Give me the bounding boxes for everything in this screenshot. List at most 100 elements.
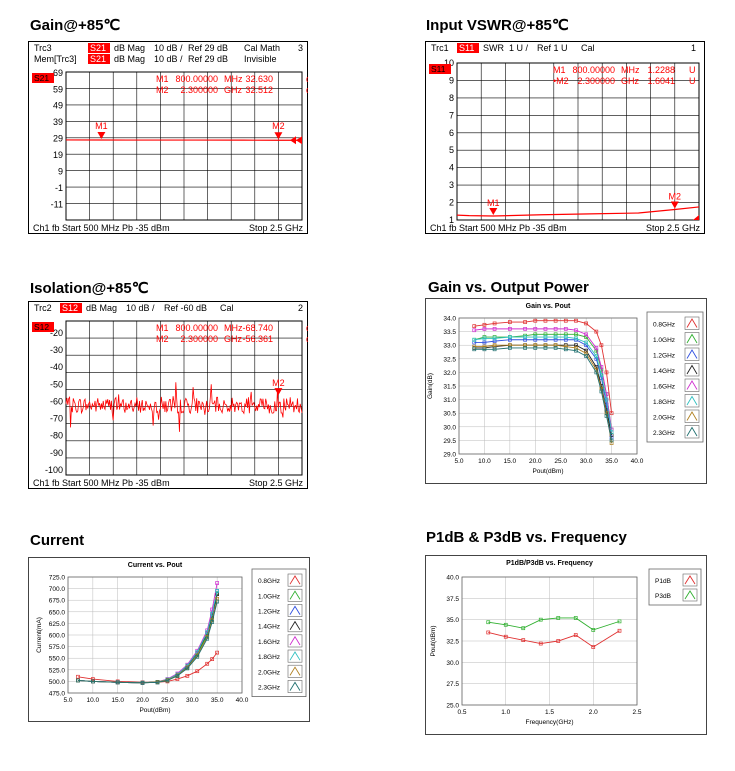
data-point-0.8GHz: [205, 661, 210, 666]
series-line-s12: [65, 382, 303, 432]
data-point-0.8GHz: [210, 657, 215, 661]
legend-label: 1.0GHz: [653, 337, 675, 344]
legend-swatch-line: [686, 364, 698, 375]
legend-swatch-box: [287, 573, 303, 587]
marker-readout: -56.361: [242, 334, 273, 344]
x-tick-label: 25.0: [554, 458, 567, 465]
header-field: Ref 29 dB: [188, 54, 228, 64]
header-field: 3: [298, 43, 303, 53]
ref-arrow: [290, 136, 296, 145]
data-point-P3dB: [591, 628, 596, 632]
data-point-1.8GHz: [553, 335, 558, 339]
y-tick-label: 49: [53, 101, 63, 111]
data-point-0.8GHz: [508, 320, 512, 324]
header-field: 10 dB /: [154, 54, 183, 64]
legend-swatch-box: [682, 573, 698, 587]
series-line-0.8GHz: [474, 320, 613, 414]
legend-swatch-line: [289, 666, 301, 676]
series-line-P3dB: [488, 617, 620, 631]
data-point-2.3GHz: [533, 346, 538, 350]
y-tick-label: 6: [449, 128, 454, 138]
gain-vs-pout-chart: Gain vs. Pout 5.0 10.0 15.0 20.0 25.0 30.0 35.0…: [425, 298, 707, 484]
legend-label: 1.6GHz: [653, 383, 675, 390]
legend-label: P3dB: [655, 593, 671, 600]
marker-label: M2: [669, 191, 682, 201]
header-field: dB Mag: [86, 303, 117, 313]
y-tick-label: 700.0: [49, 586, 66, 593]
data-point-0.8GHz: [604, 370, 609, 375]
data-point-P3dB: [521, 626, 526, 631]
legend-swatch-box: [287, 634, 303, 648]
footer-stop: Stop 2.5 GHz: [646, 223, 701, 233]
marker-readout: dB: [306, 74, 308, 84]
data-point-2.3GHz: [76, 678, 80, 683]
data-point-1.8GHz: [472, 337, 477, 342]
data-point-2.3GHz: [574, 348, 578, 353]
marker-readout: 800.00000: [175, 323, 218, 333]
data-point-2.3GHz: [492, 347, 497, 352]
data-point-1.8GHz: [508, 335, 512, 339]
y-tick-label: 32.0: [443, 370, 456, 377]
legend-swatch-line: [686, 380, 698, 390]
header-field: Cal: [220, 303, 234, 313]
legend-swatch-box: [684, 363, 700, 377]
data-point-1.8GHz: [533, 335, 538, 339]
series-line-2.3GHz: [474, 347, 613, 441]
data-point-0.8GHz: [195, 669, 200, 674]
data-point-1.6GHz: [508, 327, 512, 331]
legend-label: P1dB: [655, 578, 671, 585]
y-tick-label: 32.5: [443, 356, 456, 363]
y-tick-label: 33.5: [443, 329, 456, 336]
y-tick-label: -20: [50, 328, 63, 338]
marker-readout: -68.740: [242, 323, 273, 333]
data-point-1.6GHz: [594, 346, 599, 350]
x-tick-label: 1.5: [545, 709, 554, 716]
y-tick-label: 29.5: [443, 438, 456, 445]
marker-readout: 32.512: [245, 85, 273, 95]
y-tick-label: 5: [449, 145, 454, 155]
gain-s21-chart: Trc3 S21 dB Mag 10 dB / Ref 29 dB Cal Math 3 Me…: [28, 41, 308, 234]
x-tick-label: 25.0: [161, 697, 174, 704]
data-point-1.0GHz: [574, 332, 578, 337]
plot-area: [67, 576, 243, 694]
footer-start: Ch1 fb Start 500 MHz Pb -35 dBm: [33, 478, 170, 488]
marker-triangle: [274, 388, 283, 396]
y-tick-label: 3: [449, 180, 454, 190]
legend-swatch-line: [289, 651, 301, 661]
legend-swatch-box: [684, 409, 700, 423]
x-tick-label: 35.0: [211, 697, 224, 704]
data-point-0.8GHz: [609, 411, 614, 416]
y-tick-label: 725.0: [49, 575, 66, 582]
legend-swatch-box: [682, 588, 698, 602]
y-tick-label: 500.0: [49, 679, 66, 686]
data-point-0.8GHz: [533, 318, 538, 323]
x-tick-label: 15.0: [111, 697, 124, 704]
x-tick-label: 20.0: [529, 458, 542, 465]
y-tick-label: 9: [449, 75, 454, 85]
y-tick-label: 29.0: [443, 452, 456, 459]
marker-readout: U: [689, 65, 696, 75]
data-point-P1dB: [503, 634, 508, 639]
data-point-0.8GHz: [594, 329, 599, 334]
data-point-1.6GHz: [574, 328, 578, 333]
data-point-1.8GHz: [215, 589, 219, 593]
data-point-P1dB: [538, 641, 543, 646]
data-point-2.3GHz: [584, 354, 588, 358]
legend-swatch-line: [686, 318, 698, 328]
data-point-1.6GHz: [599, 365, 604, 369]
marker-readout: MHz: [224, 74, 243, 84]
plot-title: Current vs. Pout: [128, 562, 183, 569]
marker-readout: •M2: [553, 76, 569, 86]
y-tick-label: -50: [50, 379, 63, 389]
y-tick-label: 32.5: [446, 639, 459, 646]
legend-swatch-box: [287, 649, 303, 663]
x-axis-label: Pout(dBm): [139, 707, 170, 714]
ref-badge-bg: [32, 73, 54, 83]
marker-readout: M1: [156, 74, 169, 84]
series-line-1.6GHz: [474, 328, 613, 430]
data-point-1.6GHz: [533, 327, 538, 331]
data-point-0.8GHz: [472, 324, 477, 329]
data-point-1.6GHz: [584, 332, 588, 337]
y-tick-label: 10: [444, 58, 454, 68]
data-point-2.3GHz: [91, 679, 95, 684]
